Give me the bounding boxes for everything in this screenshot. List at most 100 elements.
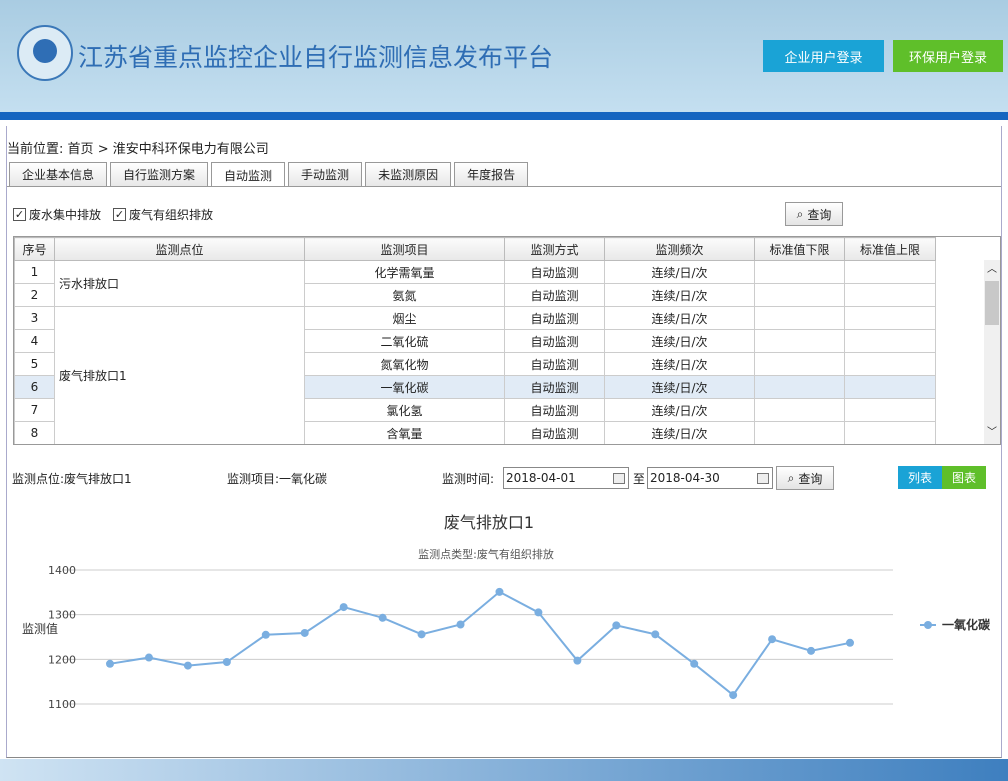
cell-no: 6 — [14, 375, 55, 399]
table-row[interactable]: 2 氨氮 自动监测 连续/日/次 — [14, 283, 936, 307]
cell-upper — [844, 375, 936, 399]
cell-lower — [754, 260, 845, 284]
cell-no: 4 — [14, 329, 55, 353]
breadcrumb-company: 淮安中科环保电力有限公司 — [112, 142, 269, 157]
data-point — [534, 608, 543, 617]
table-row[interactable]: 1 污水排放口 化学需氧量 自动监测 连续/日/次 — [14, 260, 936, 307]
wastewater-checkbox[interactable]: ✓ 废水集中排放 — [13, 208, 102, 222]
cell-lower — [754, 398, 845, 422]
chart-view-button[interactable]: 图表 — [942, 466, 986, 489]
cell-point: 污水排放口 — [54, 260, 305, 307]
data-point — [261, 630, 270, 639]
data-point — [612, 621, 621, 630]
cell-freq: 连续/日/次 — [604, 306, 755, 330]
table-row[interactable]: 8 含氧量 自动监测 连续/日/次 — [14, 421, 936, 444]
data-point — [456, 620, 465, 629]
data-point — [183, 661, 192, 670]
data-point — [651, 630, 660, 639]
cell-item: 化学需氧量 — [304, 260, 505, 284]
data-point — [729, 691, 738, 700]
cell-mode: 自动监测 — [504, 421, 605, 444]
cell-lower — [754, 352, 845, 376]
cell-item: 二氧化硫 — [304, 329, 505, 353]
y-axis-label: 监测值 — [22, 621, 58, 636]
list-view-button[interactable]: 列表 — [898, 466, 942, 489]
tab-annual-report[interactable]: 年度报告 — [454, 162, 529, 186]
tab-manual-monitor[interactable]: 手动监测 — [288, 162, 363, 186]
scroll-thumb — [985, 281, 999, 325]
tab-auto-monitor[interactable]: 自动监测 — [211, 162, 286, 187]
query-button[interactable]: ⌕ 查询 — [785, 202, 843, 226]
cell-mode: 自动监测 — [504, 283, 605, 307]
end-date-input[interactable]: 2018-04-30 — [647, 467, 773, 489]
data-point — [339, 603, 348, 612]
cell-item: 氮氧化物 — [304, 352, 505, 376]
data-point — [300, 628, 309, 637]
cell-upper — [844, 283, 936, 307]
tab-no-monitor-reason[interactable]: 未监测原因 — [365, 162, 452, 186]
cell-freq: 连续/日/次 — [604, 329, 755, 353]
cell-upper — [844, 260, 936, 284]
col-upper: 标准值上限 — [844, 237, 936, 261]
cell-mode: 自动监测 — [504, 398, 605, 422]
cell-mode: 自动监测 — [504, 375, 605, 399]
cell-mode: 自动监测 — [504, 329, 605, 353]
cell-lower — [754, 421, 845, 444]
y-tick-label: 1300 — [48, 609, 76, 622]
legend-label: 一氧化碳 — [942, 617, 991, 632]
data-point — [417, 630, 426, 639]
site-title: 江苏省重点监控企业自行监测信息发布平台 — [78, 43, 554, 72]
header: 江苏省重点监控企业自行监测信息发布平台 企业用户登录 环保用户登录 — [0, 0, 1008, 112]
cell-item: 一氧化碳 — [304, 375, 505, 399]
data-point — [768, 635, 777, 644]
table-scrollbar[interactable]: ︿ ﹀ — [984, 260, 1000, 444]
data-point — [690, 659, 699, 668]
start-date-input[interactable]: 2018-04-01 — [503, 467, 629, 489]
cell-lower — [754, 375, 845, 399]
cell-item: 氯化氢 — [304, 398, 505, 422]
cell-lower — [754, 306, 845, 330]
time-label: 监测时间: — [442, 472, 495, 486]
selected-item: 一氧化碳 — [279, 472, 328, 486]
cell-no: 5 — [14, 352, 55, 376]
tab-monitor-plan[interactable]: 自行监测方案 — [110, 162, 209, 186]
chart-subtitle: 监测点类型:废气有组织排放 — [418, 547, 554, 561]
breadcrumb: 当前位置: 首页 > 淮安中科环保电力有限公司 — [7, 138, 269, 157]
cell-no: 2 — [14, 283, 55, 307]
cell-freq: 连续/日/次 — [604, 421, 755, 444]
calendar-icon — [757, 472, 769, 484]
tabs: 企业基本信息 自行监测方案 自动监测 手动监测 未监测原因 年度报告 — [9, 162, 529, 187]
cell-freq: 连续/日/次 — [604, 260, 755, 284]
wastewater-label: 废水集中排放 — [29, 208, 102, 222]
monitor-table: 序号 监测点位 监测项目 监测方式 监测频次 标准值下限 标准值上限 1 污水排放口 化学需氧量… — [13, 236, 1001, 445]
wastegas-checkbox[interactable]: ✓ 废气有组织排放 — [113, 208, 214, 222]
selected-point: 废气排放口1 — [64, 472, 132, 486]
table-row[interactable]: 3 废气排放口1 烟尘 自动监测 连续/日/次 — [14, 306, 936, 444]
data-point — [846, 638, 854, 647]
breadcrumb-home[interactable]: 首页 — [67, 142, 94, 157]
cell-upper — [844, 306, 936, 330]
series-line — [109, 590, 851, 697]
y-tick-label: 1400 — [48, 564, 76, 577]
calendar-icon — [613, 472, 625, 484]
footer — [0, 759, 1008, 781]
cell-freq: 连续/日/次 — [604, 283, 755, 307]
search-icon: ⌕ — [796, 206, 804, 221]
legend-marker — [924, 621, 932, 629]
data-point — [144, 653, 153, 662]
col-mode: 监测方式 — [504, 237, 605, 261]
enterprise-login-button[interactable]: 企业用户登录 — [763, 40, 884, 72]
col-point: 监测点位 — [54, 237, 305, 261]
date-query-button[interactable]: ⌕ 查询 — [776, 466, 834, 490]
tab-basic-info[interactable]: 企业基本信息 — [9, 162, 108, 186]
table-row[interactable]: 7 氯化氢 自动监测 连续/日/次 — [14, 398, 936, 422]
breadcrumb-label: 当前位置: — [7, 142, 64, 157]
cell-point: 废气排放口1 — [54, 306, 305, 444]
col-item: 监测项目 — [304, 237, 505, 261]
env-login-button[interactable]: 环保用户登录 — [893, 40, 1003, 72]
search-icon: ⌕ — [787, 470, 795, 485]
cell-lower — [754, 329, 845, 353]
data-point — [106, 659, 114, 668]
data-point — [222, 658, 231, 667]
cell-no: 7 — [14, 398, 55, 422]
